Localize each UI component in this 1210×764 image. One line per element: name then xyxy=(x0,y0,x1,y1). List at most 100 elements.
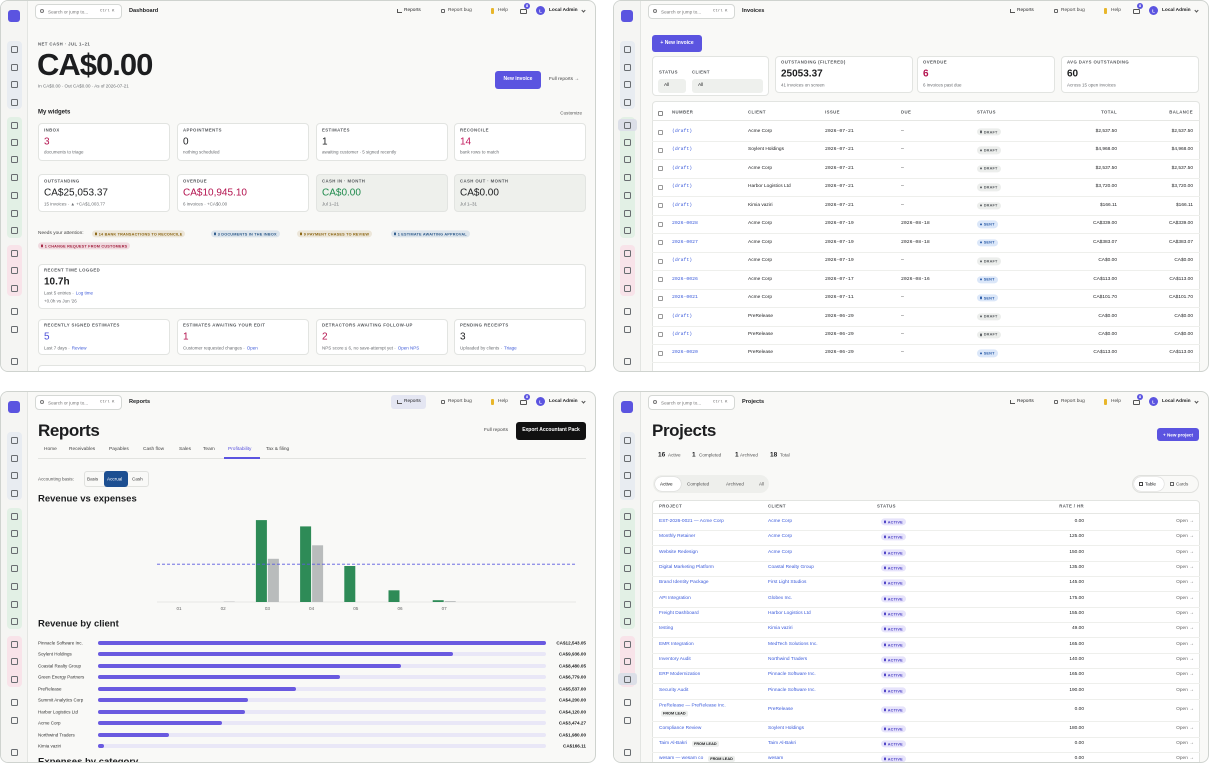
link[interactable]: Triage xyxy=(504,345,517,351)
row-select[interactable] xyxy=(658,350,663,356)
user-name[interactable]: Local Admin xyxy=(549,8,578,14)
nav-icon[interactable] xyxy=(11,489,18,497)
open-link[interactable]: Open → xyxy=(1176,565,1194,571)
attention-chip[interactable]: 3 DOCUMENTS IN THE INBOX xyxy=(211,230,280,238)
inbox-icon[interactable] xyxy=(520,9,527,14)
link[interactable]: Open xyxy=(246,345,258,351)
table-cell[interactable]: 2026-0028 xyxy=(672,221,698,227)
nav-link[interactable]: Reports xyxy=(404,8,421,14)
client-link[interactable]: Acme Corp xyxy=(768,550,792,556)
open-link[interactable]: Open → xyxy=(1176,657,1194,663)
nav-icon[interactable] xyxy=(624,98,631,106)
nav-icon[interactable] xyxy=(11,600,18,608)
row-select[interactable] xyxy=(658,277,663,283)
project-link[interactable]: PreRelease — PreRelease Inc. xyxy=(659,703,726,709)
nav-icon[interactable] xyxy=(11,325,18,333)
client-link[interactable]: Acme Corp xyxy=(768,519,792,525)
tab[interactable]: Home xyxy=(44,447,57,453)
project-link[interactable]: Website Redesign xyxy=(659,550,698,556)
client-link[interactable]: PreRelease xyxy=(768,707,794,713)
nav-icon[interactable] xyxy=(11,191,18,199)
project-link[interactable]: ERP Modernization xyxy=(659,672,701,678)
nav-link[interactable]: Help xyxy=(1111,8,1121,14)
full-reports-link[interactable]: Full reports → xyxy=(549,77,580,83)
nav-icon[interactable] xyxy=(11,454,18,462)
nav-icon[interactable] xyxy=(624,138,631,146)
client-select[interactable] xyxy=(692,79,763,93)
filter-tab[interactable]: Archived xyxy=(726,481,744,487)
open-link[interactable]: Open → xyxy=(1176,550,1194,556)
open-link[interactable]: Open → xyxy=(1176,580,1194,586)
nav-icon[interactable] xyxy=(11,657,18,665)
logo[interactable] xyxy=(8,401,20,413)
table-cell[interactable]: (draft) xyxy=(672,258,693,264)
nav-icon[interactable] xyxy=(11,307,18,315)
nav-icon[interactable] xyxy=(11,716,18,724)
filter-tab[interactable]: All xyxy=(759,481,765,487)
nav-icon[interactable] xyxy=(624,209,631,217)
client-link[interactable]: First Light Studios xyxy=(768,580,807,586)
row-select[interactable] xyxy=(658,295,663,301)
client-link[interactable]: Globex Inc. xyxy=(768,596,793,602)
nav-icon[interactable] xyxy=(624,191,631,199)
link[interactable]: Review xyxy=(71,345,87,351)
nav-link[interactable]: Help xyxy=(1111,399,1121,405)
attention-chip[interactable]: 9 PAYMENT CHASES TO REVIEW xyxy=(297,230,373,238)
nav-icon[interactable] xyxy=(11,640,18,648)
nav-icon[interactable] xyxy=(11,529,18,537)
nav-icon[interactable] xyxy=(11,675,18,683)
open-link[interactable]: Open → xyxy=(1176,707,1194,713)
table-cell[interactable]: (draft) xyxy=(672,129,693,135)
attention-chip[interactable]: 1 ESTIMATE AWAITING APPROVAL xyxy=(391,230,470,238)
nav-icon[interactable] xyxy=(11,98,18,106)
tab[interactable]: Receivables xyxy=(69,447,96,453)
nav-icon[interactable] xyxy=(624,173,631,181)
open-link[interactable]: Open → xyxy=(1176,672,1194,678)
client-link[interactable]: Coastal Realty Group xyxy=(768,565,814,571)
client-link[interactable]: Pinnacle Software Inc. xyxy=(768,672,816,678)
nav-link[interactable]: Report bug xyxy=(1061,8,1085,14)
nav-icon[interactable] xyxy=(624,436,631,444)
nav-icon[interactable] xyxy=(624,582,631,590)
tab[interactable]: Cash flow xyxy=(143,447,165,453)
project-link[interactable]: Inventory Audit xyxy=(659,657,691,663)
row-select[interactable] xyxy=(658,221,663,227)
table-cell[interactable]: (draft) xyxy=(672,147,693,153)
nav-link[interactable]: Reports xyxy=(1017,8,1034,14)
row-select[interactable] xyxy=(658,314,663,319)
tab[interactable]: Payables xyxy=(109,447,129,453)
checkbox[interactable] xyxy=(658,110,663,116)
project-link[interactable]: Compliance Review xyxy=(659,726,702,732)
project-link[interactable]: testing xyxy=(659,626,674,632)
nav-icon[interactable] xyxy=(11,173,18,181)
new-invoice-button[interactable]: + New invoice xyxy=(652,35,702,52)
project-link[interactable]: API Integration xyxy=(659,596,691,602)
nav-icon[interactable] xyxy=(624,546,631,554)
nav-icon[interactable] xyxy=(624,716,631,724)
full-reports-link[interactable]: Full reports xyxy=(484,428,508,434)
user-name[interactable]: Local Admin xyxy=(1162,8,1191,14)
nav-icon[interactable] xyxy=(624,45,631,53)
link[interactable]: Open NPS xyxy=(397,345,420,351)
nav-icon[interactable] xyxy=(11,155,18,163)
nav-icon[interactable] xyxy=(624,529,631,537)
client-link[interactable]: Kimia vaziri xyxy=(768,626,793,632)
user-name[interactable]: Local Admin xyxy=(1162,399,1191,405)
inbox-icon[interactable] xyxy=(1133,9,1140,14)
table-cell[interactable]: (draft) xyxy=(672,166,693,172)
attention-chip[interactable]: 14 BANK TRANSACTIONS TO RECONCILE xyxy=(92,230,186,238)
nav-icon[interactable] xyxy=(624,512,631,520)
logo[interactable] xyxy=(621,401,633,413)
nav-icon[interactable] xyxy=(624,675,631,683)
nav-link[interactable]: Help xyxy=(498,8,508,14)
user-name[interactable]: Local Admin xyxy=(549,399,578,405)
nav-icon[interactable] xyxy=(11,357,18,365)
nav-icon[interactable] xyxy=(624,249,631,257)
table-cell[interactable]: 2026-0026 xyxy=(672,276,698,282)
nav-icon[interactable] xyxy=(11,138,18,146)
nav-icon[interactable] xyxy=(11,436,18,444)
view-option[interactable]: Cards xyxy=(1176,481,1189,487)
search-box[interactable] xyxy=(648,395,735,410)
project-link[interactable]: EMR Integration xyxy=(659,642,694,648)
nav-icon[interactable] xyxy=(11,698,18,706)
